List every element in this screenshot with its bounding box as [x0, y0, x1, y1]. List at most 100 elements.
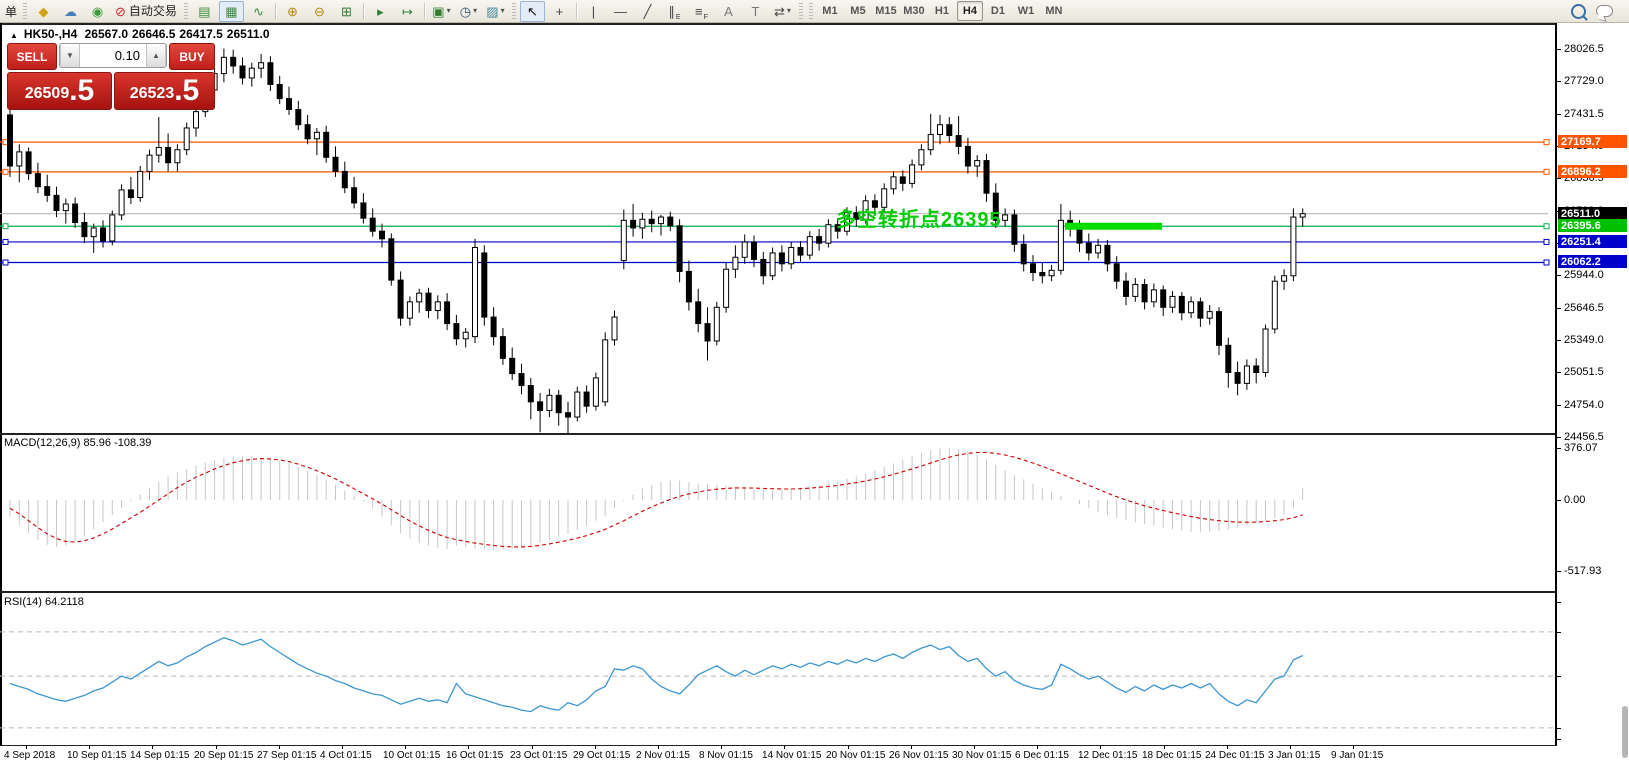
toolbar-grip[interactable]: [183, 3, 188, 19]
timeframe-m1[interactable]: M1: [822, 5, 838, 17]
candle-body: [1206, 311, 1213, 319]
main-chart-canvas[interactable]: [0, 24, 1556, 433]
candle-body: [313, 131, 320, 140]
scrollbar-thumb[interactable]: [1622, 706, 1628, 758]
line-handle[interactable]: [2, 238, 9, 245]
chat-icon[interactable]: [1596, 5, 1613, 17]
fibonacci-button[interactable]: ≡ F: [695, 3, 708, 21]
candle-body: [760, 258, 767, 277]
candle-body: [630, 219, 637, 229]
green-trend-segment[interactable]: [1065, 222, 1162, 230]
candle-body: [406, 301, 413, 319]
time-label: 20 Nov 01:15: [826, 750, 886, 761]
metaeditor-icon[interactable]: ☁: [58, 1, 83, 22]
volume-decrease-button[interactable]: ▼: [60, 44, 80, 67]
sell-button[interactable]: SELL: [7, 43, 57, 70]
candle-body: [546, 394, 553, 412]
chart-annotation-text[interactable]: 多空转折点26395: [836, 209, 1002, 231]
profiles-button[interactable]: ◷ ▾: [459, 3, 478, 19]
toolbar-separator: [575, 3, 577, 19]
timeframe-m5[interactable]: M5: [850, 5, 866, 17]
new-chart-button[interactable]: ▣ ▾: [432, 3, 451, 19]
macd-scale-tick: [1557, 500, 1561, 501]
candlestick-chart-icon[interactable]: ▦: [218, 0, 244, 22]
cursor-button[interactable]: ↖: [519, 0, 545, 22]
sell-price[interactable]: 26509 .5: [7, 72, 112, 110]
line-handle[interactable]: [2, 223, 9, 230]
toolbar-grip[interactable]: [511, 3, 516, 19]
time-axis[interactable]: 4 Sep 2018 10 Sep 01:15 14 Sep 01:15 20 Sep…: [0, 746, 1556, 766]
text-label-button[interactable]: T: [743, 1, 768, 22]
line-handle[interactable]: [1543, 168, 1550, 175]
indicators-button[interactable]: ▨ ▾: [486, 3, 505, 19]
price-axis[interactable]: 28026.527729.027431.527134.026836.526539…: [1557, 23, 1629, 746]
channel-button: ∥: [668, 3, 675, 19]
timeframe-h4[interactable]: H4: [956, 1, 983, 21]
candle-body: [685, 270, 692, 303]
volume-input[interactable]: 0.10: [80, 44, 146, 67]
line-handle[interactable]: [1543, 259, 1550, 266]
new-order-icon[interactable]: ◆: [31, 1, 56, 22]
timeframe-w1[interactable]: W1: [1017, 5, 1035, 17]
timeframe-m30[interactable]: M30: [903, 5, 925, 17]
crosshair-button[interactable]: +: [547, 1, 572, 22]
timeframe-d1[interactable]: D1: [990, 5, 1005, 17]
bar-chart-icon[interactable]: ▤: [192, 1, 217, 22]
rsi-indicator-canvas[interactable]: [0, 593, 1556, 745]
candle-body: [881, 188, 888, 208]
zoom-in-icon[interactable]: ⊕: [280, 1, 305, 22]
timeframe-m15[interactable]: M15: [875, 5, 897, 17]
time-tick: [595, 746, 596, 749]
time-label: 14 Nov 01:15: [762, 750, 822, 761]
toolbar-grip[interactable]: [808, 3, 813, 19]
toolbar-grip[interactable]: [23, 3, 28, 19]
candle-body: [741, 241, 748, 258]
menu-fragment: 单: [5, 4, 18, 19]
main-macd-separator[interactable]: [0, 433, 1556, 435]
tile-windows-icon: ⊞: [340, 3, 352, 19]
price-tick: [1557, 372, 1561, 373]
autotrading-button[interactable]: ⊘ 自动交易: [115, 3, 177, 19]
line-handle[interactable]: [1543, 223, 1550, 230]
toolbar-separator: [423, 3, 425, 19]
candle-body: [639, 218, 646, 229]
candle-body: [695, 301, 702, 325]
vertical-line-button[interactable]: |: [581, 1, 606, 22]
line-handle[interactable]: [2, 168, 9, 175]
one-click-trading-panel: SELL ▼ 0.10 ▲ BUY 26509 .5 26523 .5: [7, 43, 215, 110]
price-line-label: 26062.2: [1558, 255, 1627, 268]
text-button[interactable]: A: [716, 1, 741, 22]
line-handle[interactable]: [1543, 139, 1550, 146]
macd-rsi-separator[interactable]: [0, 591, 1556, 593]
macd-indicator-canvas[interactable]: [0, 436, 1556, 591]
channel-button[interactable]: ∥ E: [668, 3, 681, 21]
arrows-button[interactable]: ⇄ ▾: [773, 3, 791, 19]
time-label: 4 Sep 2018: [4, 750, 56, 761]
zoom-in-icon: ⊕: [286, 3, 298, 19]
toolbar-grip[interactable]: [798, 3, 803, 19]
buy-price[interactable]: 26523 .5: [113, 72, 215, 110]
buy-button[interactable]: BUY: [169, 43, 215, 70]
chart-shift-icon[interactable]: ↦: [395, 1, 420, 22]
line-handle[interactable]: [1543, 238, 1550, 245]
line-chart-icon[interactable]: ∿: [246, 1, 271, 22]
zoom-out-icon[interactable]: ⊖: [307, 1, 332, 22]
candle-body: [788, 247, 795, 265]
candle-body: [1216, 311, 1222, 346]
timeframe-h1[interactable]: H1: [934, 5, 949, 17]
collapse-marker-icon[interactable]: ▲: [10, 31, 18, 40]
auto-scroll-icon[interactable]: ▸: [368, 1, 393, 22]
candle-body: [1011, 214, 1018, 245]
candle-body: [332, 156, 339, 172]
timeframe-mn[interactable]: MN: [1045, 5, 1063, 17]
search-icon[interactable]: [1571, 3, 1586, 19]
horizontal-line-button[interactable]: —: [608, 1, 633, 22]
line-handle[interactable]: [2, 259, 9, 266]
trendline-button[interactable]: ╱: [635, 1, 660, 22]
volume-increase-button[interactable]: ▲: [146, 44, 166, 67]
candle-body: [909, 164, 916, 184]
candle-body: [853, 212, 860, 220]
live-update-icon[interactable]: ◉: [85, 1, 110, 22]
candle-body: [1076, 227, 1083, 244]
tile-windows-icon[interactable]: ⊞: [334, 1, 359, 22]
